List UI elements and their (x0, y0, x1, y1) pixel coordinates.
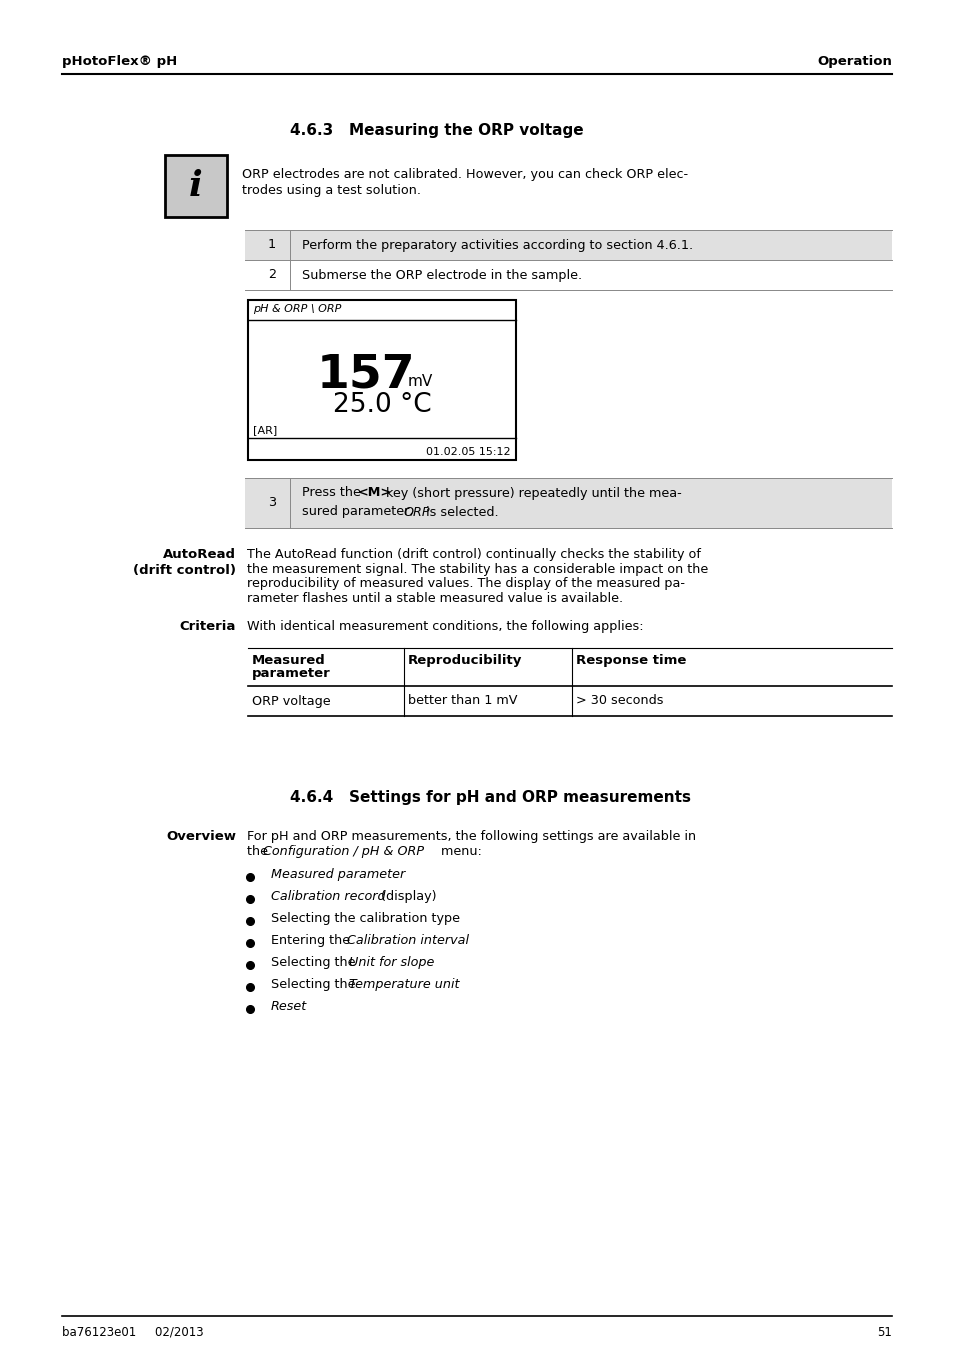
Text: Unit for slope: Unit for slope (349, 957, 434, 969)
Text: ORP electrodes are not calibrated. However, you can check ORP elec-: ORP electrodes are not calibrated. Howev… (242, 168, 687, 181)
Text: Response time: Response time (576, 654, 685, 667)
Text: 51: 51 (876, 1325, 891, 1339)
Text: sured parameter,: sured parameter, (302, 505, 417, 519)
Text: Measured: Measured (252, 654, 325, 667)
Text: Selecting the: Selecting the (271, 978, 359, 992)
Text: ORP voltage: ORP voltage (252, 694, 331, 708)
Text: mV: mV (408, 374, 433, 389)
Text: Selecting the: Selecting the (271, 957, 359, 969)
Bar (245, 478, 891, 528)
Text: > 30 seconds: > 30 seconds (576, 694, 662, 708)
Text: key (short pressure) repeatedly until the mea-: key (short pressure) repeatedly until th… (381, 486, 681, 500)
Text: Press the: Press the (302, 486, 364, 500)
Text: Reproducibility: Reproducibility (408, 654, 522, 667)
Text: pHotoFlex® pH: pHotoFlex® pH (62, 55, 177, 69)
Text: 2: 2 (268, 269, 275, 281)
Text: Entering the: Entering the (271, 934, 354, 947)
Text: Operation: Operation (817, 55, 891, 69)
Text: trodes using a test solution.: trodes using a test solution. (242, 184, 420, 197)
Text: Measured parameter: Measured parameter (271, 867, 405, 881)
Text: is selected.: is selected. (421, 505, 498, 519)
Bar (248, 300, 516, 459)
Bar (245, 230, 891, 259)
Text: 01.02.05 15:12: 01.02.05 15:12 (426, 447, 511, 457)
Text: With identical measurement conditions, the following applies:: With identical measurement conditions, t… (247, 620, 643, 634)
Text: The AutoRead function (drift control) continually checks the stability of: The AutoRead function (drift control) co… (247, 549, 700, 561)
Text: For pH and ORP measurements, the following settings are available in: For pH and ORP measurements, the followi… (247, 830, 696, 843)
Text: 25.0 °C: 25.0 °C (333, 392, 431, 417)
Text: <M>: <M> (357, 486, 392, 500)
Text: 4.6.4   Settings for pH and ORP measurements: 4.6.4 Settings for pH and ORP measuremen… (290, 790, 690, 805)
Text: 4.6.3   Measuring the ORP voltage: 4.6.3 Measuring the ORP voltage (290, 123, 583, 138)
Text: Configuration / pH & ORP: Configuration / pH & ORP (263, 844, 424, 858)
Text: Submerse the ORP electrode in the sample.: Submerse the ORP electrode in the sample… (302, 269, 581, 281)
Text: ORP: ORP (402, 505, 429, 519)
Text: reproducibility of measured values. The display of the measured pa-: reproducibility of measured values. The … (247, 577, 684, 590)
Text: menu:: menu: (436, 844, 481, 858)
Text: better than 1 mV: better than 1 mV (408, 694, 517, 708)
Text: [AR]: [AR] (253, 426, 277, 435)
Text: the measurement signal. The stability has a considerable impact on the: the measurement signal. The stability ha… (247, 562, 707, 576)
Text: Criteria: Criteria (179, 620, 235, 634)
Text: Calibration record: Calibration record (271, 890, 385, 902)
Text: AutoRead: AutoRead (163, 549, 235, 561)
Text: the: the (247, 844, 272, 858)
Text: Reset: Reset (271, 1000, 307, 1013)
Text: Selecting the calibration type: Selecting the calibration type (271, 912, 459, 925)
Text: 1: 1 (268, 239, 275, 251)
Text: (drift control): (drift control) (132, 563, 235, 577)
Bar (165, 155, 227, 218)
Text: Temperature unit: Temperature unit (349, 978, 459, 992)
Text: 3: 3 (268, 497, 275, 509)
Text: Perform the preparatory activities according to section 4.6.1.: Perform the preparatory activities accor… (302, 239, 693, 251)
Text: i: i (189, 169, 203, 203)
Text: parameter: parameter (252, 667, 331, 680)
Text: (display): (display) (376, 890, 436, 902)
Text: rameter flashes until a stable measured value is available.: rameter flashes until a stable measured … (247, 592, 622, 604)
Text: 157: 157 (316, 353, 415, 397)
Text: pH & ORP \ ORP: pH & ORP \ ORP (253, 304, 341, 313)
Text: Overview: Overview (166, 830, 235, 843)
Text: ba76123e01     02/2013: ba76123e01 02/2013 (62, 1325, 203, 1339)
Text: Calibration interval: Calibration interval (347, 934, 469, 947)
